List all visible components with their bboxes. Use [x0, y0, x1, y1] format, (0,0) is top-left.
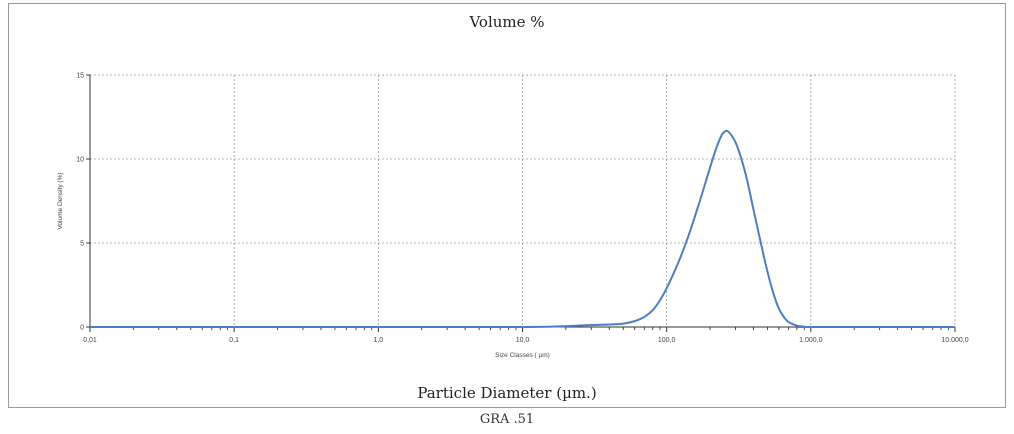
- x-axis-title: Size Classes ( µm): [495, 352, 550, 359]
- x-tick-label: 1.000,0: [799, 337, 822, 344]
- y-tick-label: 10: [76, 157, 84, 164]
- y-tick-label: 0: [80, 325, 84, 332]
- figure-caption: GRA .51: [479, 412, 535, 427]
- y-tick-labels: 0 5 10 15: [76, 73, 84, 332]
- chart-frame: Volume % Particle Diameter (µm.): [8, 3, 1006, 408]
- plot-area: 0 5 10 15 0,01 0,1 1,0 10,0 100,0 1.000,0 10.000,…: [57, 73, 969, 360]
- y-axis-title: Volume Density (%): [57, 172, 64, 229]
- x-tick-label: 100,0: [658, 337, 676, 344]
- y-tick-label: 5: [80, 241, 84, 248]
- x-axis-caption: Particle Diameter (µm.): [417, 384, 597, 402]
- chart-title: Volume %: [469, 13, 545, 31]
- x-tick-label: 10.000,0: [941, 337, 968, 344]
- x-tick-label: 1,0: [373, 337, 383, 344]
- x-tick-label: 0,01: [83, 337, 97, 344]
- grid-lines: [90, 74, 956, 327]
- x-tick-label: 0,1: [229, 337, 239, 344]
- x-tick-labels: 0,01 0,1 1,0 10,0 100,0 1.000,0 10.000,0: [83, 337, 969, 344]
- x-tick-label: 10,0: [516, 337, 530, 344]
- series-line: [90, 129, 955, 329]
- axes: [86, 74, 956, 332]
- series-layer: [90, 129, 955, 329]
- y-tick-label: 15: [76, 73, 84, 80]
